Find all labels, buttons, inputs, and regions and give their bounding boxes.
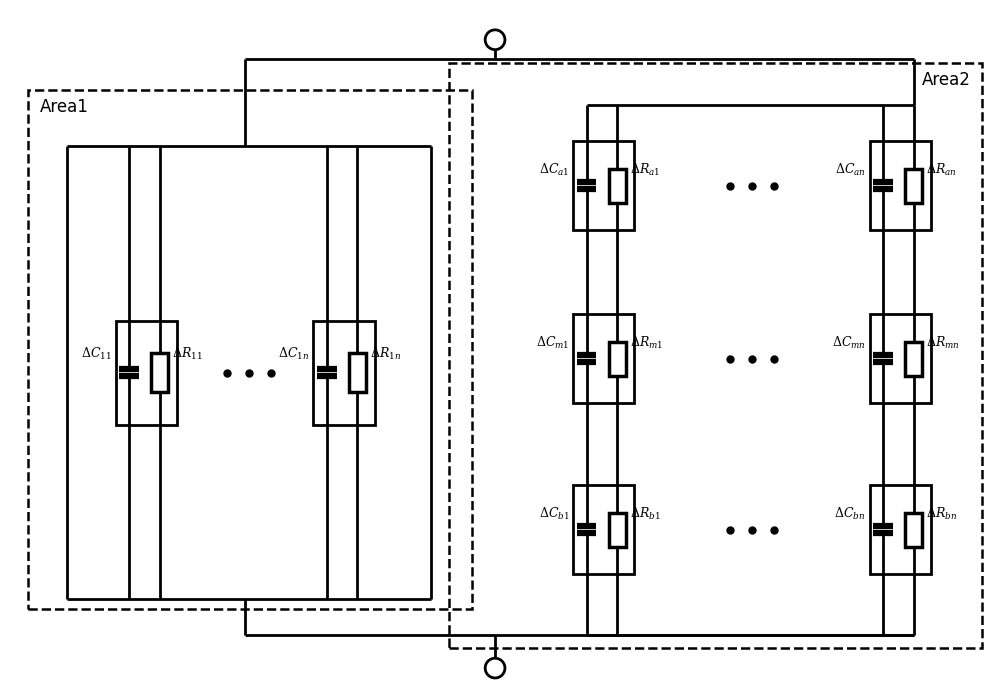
- Text: $\Delta R_{b1}$: $\Delta R_{b1}$: [630, 506, 660, 522]
- Bar: [28, 90, 472, 609]
- Text: Area2: Area2: [921, 71, 970, 90]
- Text: Area1: Area1: [40, 98, 88, 116]
- Bar: [449, 63, 982, 648]
- Text: $\Delta C_{bn}$: $\Delta C_{bn}$: [834, 506, 866, 522]
- Text: $\Delta C_{m1}$: $\Delta C_{m1}$: [536, 335, 569, 351]
- Text: $\Delta R_{11}$: $\Delta R_{11}$: [172, 346, 203, 362]
- Bar: [905, 342, 922, 375]
- Bar: [313, 321, 375, 425]
- Text: $\Delta C_{1n}$: $\Delta C_{1n}$: [278, 346, 309, 362]
- Text: $\Delta C_{a1}$: $\Delta C_{a1}$: [539, 162, 569, 178]
- Bar: [349, 353, 366, 392]
- Bar: [609, 513, 626, 547]
- Bar: [116, 321, 177, 425]
- Bar: [609, 342, 626, 375]
- Text: $\Delta R_{m1}$: $\Delta R_{m1}$: [630, 335, 663, 351]
- Bar: [905, 169, 922, 203]
- Bar: [905, 513, 922, 547]
- Text: $\Delta R_{a1}$: $\Delta R_{a1}$: [630, 162, 660, 178]
- Text: $\Delta R_{mn}$: $\Delta R_{mn}$: [926, 335, 960, 351]
- Text: $\Delta C_{b1}$: $\Delta C_{b1}$: [539, 506, 569, 522]
- Text: $\Delta C_{an}$: $\Delta C_{an}$: [835, 162, 866, 178]
- Text: $\Delta R_{1n}$: $\Delta R_{1n}$: [370, 346, 401, 362]
- Bar: [609, 169, 626, 203]
- Text: $\Delta C_{11}$: $\Delta C_{11}$: [81, 346, 112, 362]
- Bar: [870, 142, 931, 230]
- Text: $\Delta R_{bn}$: $\Delta R_{bn}$: [926, 506, 957, 522]
- Bar: [151, 353, 168, 392]
- Bar: [870, 314, 931, 403]
- Bar: [573, 142, 634, 230]
- Text: $\Delta R_{an}$: $\Delta R_{an}$: [926, 162, 957, 178]
- Bar: [573, 314, 634, 403]
- Bar: [573, 485, 634, 574]
- Bar: [870, 485, 931, 574]
- Text: $\Delta C_{mn}$: $\Delta C_{mn}$: [832, 335, 866, 351]
